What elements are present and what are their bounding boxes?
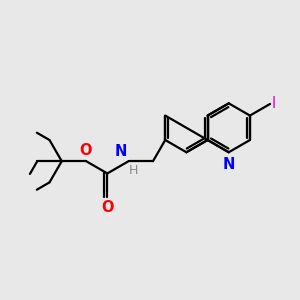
Text: N: N <box>115 144 127 159</box>
Text: I: I <box>272 97 276 112</box>
Text: O: O <box>79 143 92 158</box>
Text: O: O <box>101 200 114 215</box>
Text: N: N <box>223 157 235 172</box>
Text: H: H <box>129 164 139 177</box>
